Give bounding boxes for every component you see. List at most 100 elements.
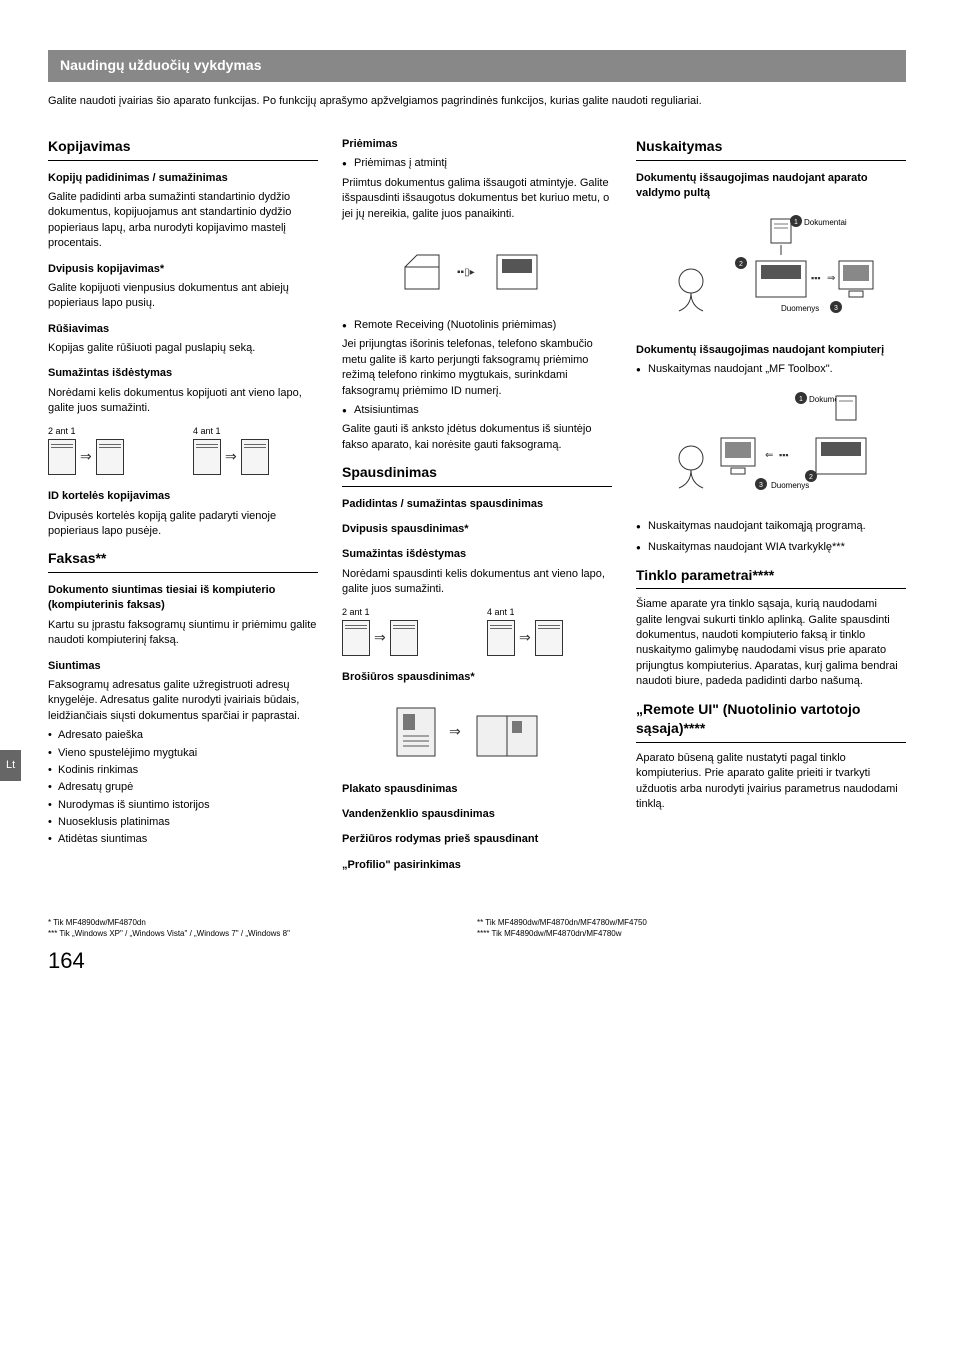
page-icon [535, 620, 563, 656]
heading-send: Siuntimas [48, 659, 318, 674]
footnote-4: **** Tik MF4890dw/MF4870dn/MF4780w [477, 928, 906, 939]
text-polling: Galite gauti iš anksto įdėtus dokumentus… [342, 422, 612, 453]
remote-receiving-item: Remote Receiving (Nuotolinis priėmimas) [342, 318, 612, 333]
page-icon [96, 439, 124, 475]
heading-scan: Nuskaitymas [636, 137, 906, 161]
reduced-layout-diagram: 2 ant 1 ⇒ 4 ant 1 ⇒ [48, 425, 318, 476]
scan-panel-diagram: 1 Dokumentai 2 ▪▪▪ ⇒ Duomenys 3 [636, 211, 906, 326]
heading-reduced-print: Sumažintas išdėstymas [342, 547, 612, 562]
footnote-1: * Tik MF4890dw/MF4870dn [48, 917, 477, 928]
footnotes: * Tik MF4890dw/MF4870dn *** Tik „Windows… [48, 917, 906, 939]
polling-item: Atsisiuntimas [342, 403, 612, 418]
svg-text:3: 3 [834, 305, 838, 312]
reduced-print-diagram: 2 ant 1 ⇒ 4 ant 1 ⇒ [342, 606, 612, 657]
fax-receive-icon: ▪▪▯▸ [397, 237, 557, 297]
heading-reduced-layout: Sumažintas išdėstymas [48, 366, 318, 381]
arrow-icon: ⇒ [374, 628, 386, 648]
heading-save-panel: Dokumentų išsaugojimas naudojant aparato… [636, 171, 906, 202]
send-item: Nurodymas iš siuntimo istorijos [48, 798, 318, 813]
send-item: Atidėtas siuntimas [48, 832, 318, 847]
scan-pc-diagram: 1 Dokumentai ⇐ ▪▪▪ 3 Duomenys 2 [636, 388, 906, 503]
svg-text:3: 3 [759, 482, 763, 489]
heading-pc-fax: Dokumento siuntimas tiesiai iš kompiuter… [48, 583, 318, 614]
send-item: Vieno spustelėjimo mygtukai [48, 746, 318, 761]
page-icon [193, 439, 221, 475]
text-pc-fax: Kartu su įprastu faksogramų siuntimu ir … [48, 618, 318, 649]
column-1: Kopijavimas Kopijų padidinimas / sumažin… [48, 127, 318, 877]
scan-panel-icon: 1 Dokumentai 2 ▪▪▪ ⇒ Duomenys 3 [661, 211, 881, 321]
footnote-3: *** Tik „Windows XP" / „Windows Vista" /… [48, 928, 477, 939]
send-item: Kodinis rinkimas [48, 763, 318, 778]
heading-fax: Faksas** [48, 549, 318, 573]
label-2on1: 2 ant 1 [48, 425, 173, 438]
column-3: Nuskaitymas Dokumentų išsaugojimas naudo… [636, 127, 906, 877]
footnote-2: ** Tik MF4890dw/MF4870dn/MF4780w/MF4750 [477, 917, 906, 928]
heading-sort: Rūšiavimas [48, 322, 318, 337]
page-icon [390, 620, 418, 656]
heading-watermark: Vandenženklio spausdinimas [342, 807, 612, 822]
svg-text:▪▪▪: ▪▪▪ [811, 273, 821, 283]
heading-enlarge: Kopijų padidinimas / sumažinimas [48, 171, 318, 186]
svg-text:▪▪▯▸: ▪▪▯▸ [457, 267, 475, 278]
text-remote-ui: Aparato būseną galite nustatyti pagal ti… [636, 751, 906, 813]
text-network: Šiame aparate yra tinklo sąsaja, kurią n… [636, 597, 906, 689]
text-id-copy: Dvipusės kortelės kopiją galite padaryti… [48, 509, 318, 540]
page-icon [342, 620, 370, 656]
send-item: Nuoseklusis platinimas [48, 815, 318, 830]
send-item: Adresato paieška [48, 728, 318, 743]
receive-diagram: ▪▪▯▸ [342, 232, 612, 302]
svg-text:Duomenys: Duomenys [771, 481, 809, 490]
send-item: Adresatų grupė [48, 780, 318, 795]
heading-duplex-print: Dvipusis spausdinimas* [342, 522, 612, 537]
heading-profile: „Profilio" pasirinkimas [342, 858, 612, 873]
arrow-icon: ⇒ [225, 447, 237, 467]
svg-text:Duomenys: Duomenys [781, 304, 819, 313]
svg-text:⇒: ⇒ [449, 723, 461, 739]
scan-pc-icon: 1 Dokumentai ⇐ ▪▪▪ 3 Duomenys 2 [661, 388, 881, 498]
svg-text:▪▪▪: ▪▪▪ [779, 450, 789, 460]
svg-text:⇒: ⇒ [827, 273, 835, 284]
mftoolbox-item: Nuskaitymas naudojant „MF Toolbox". [636, 362, 906, 377]
heading-receive: Priėmimas [342, 137, 612, 152]
arrow-icon: ⇒ [519, 628, 531, 648]
svg-text:2: 2 [739, 261, 743, 268]
scan-app-item: Nuskaitymas naudojant taikomąją programą… [636, 519, 906, 534]
heading-id-copy: ID kortelės kopijavimas [48, 489, 318, 504]
booklet-icon: ⇒ [387, 696, 567, 766]
text-enlarge: Galite padidinti arba sumažinti standart… [48, 190, 318, 252]
heading-duplex-copy: Dvipusis kopijavimas* [48, 262, 318, 277]
send-list: Adresato paieška Vieno spustelėjimo mygt… [48, 728, 318, 848]
label-2on1-print: 2 ant 1 [342, 606, 467, 619]
label-4on1-print: 4 ant 1 [487, 606, 612, 619]
svg-text:1: 1 [799, 396, 803, 403]
heading-preview: Peržiūros rodymas prieš spausdinant [342, 832, 612, 847]
language-tab: Lt [0, 750, 21, 781]
heading-print: Spausdinimas [342, 463, 612, 487]
content-columns: Kopijavimas Kopijų padidinimas / sumažin… [48, 127, 906, 877]
svg-text:⇐: ⇐ [765, 450, 773, 461]
heading-enlarge-print: Padidintas / sumažintas spausdinimas [342, 497, 612, 512]
svg-text:1: 1 [794, 219, 798, 226]
page-icon [48, 439, 76, 475]
scan-methods-list: Nuskaitymas naudojant taikomąją programą… [636, 519, 906, 556]
svg-text:Dokumentai: Dokumentai [804, 218, 847, 227]
text-reduced-layout: Norėdami kelis dokumentus kopijuoti ant … [48, 386, 318, 417]
page-icon [241, 439, 269, 475]
text-receive-memory: Priimtus dokumentus galima išsaugoti atm… [342, 176, 612, 222]
heading-copy: Kopijavimas [48, 137, 318, 161]
text-send: Faksogramų adresatus galite užregistruot… [48, 678, 318, 724]
booklet-diagram: ⇒ [342, 696, 612, 766]
page-icon [487, 620, 515, 656]
svg-text:2: 2 [809, 474, 813, 481]
heading-network: Tinklo parametrai**** [636, 566, 906, 590]
heading-save-pc: Dokumentų išsaugojimas naudojant kompiut… [636, 343, 906, 358]
text-remote-receiving: Jei prijungtas išorinis telefonas, telef… [342, 337, 612, 399]
section-title-bar: Naudingų užduočių vykdymas [48, 50, 906, 82]
arrow-icon: ⇒ [80, 447, 92, 467]
text-sort: Kopijas galite rūšiuoti pagal puslapių s… [48, 341, 318, 356]
receive-memory-item: Priėmimas į atmintį [342, 156, 612, 171]
text-duplex-copy: Galite kopijuoti vienpusius dokumentus a… [48, 281, 318, 312]
heading-booklet: Brošiūros spausdinimas* [342, 670, 612, 685]
column-2: Priėmimas Priėmimas į atmintį Priimtus d… [342, 127, 612, 877]
scan-wia-item: Nuskaitymas naudojant WIA tvarkyklę*** [636, 540, 906, 555]
